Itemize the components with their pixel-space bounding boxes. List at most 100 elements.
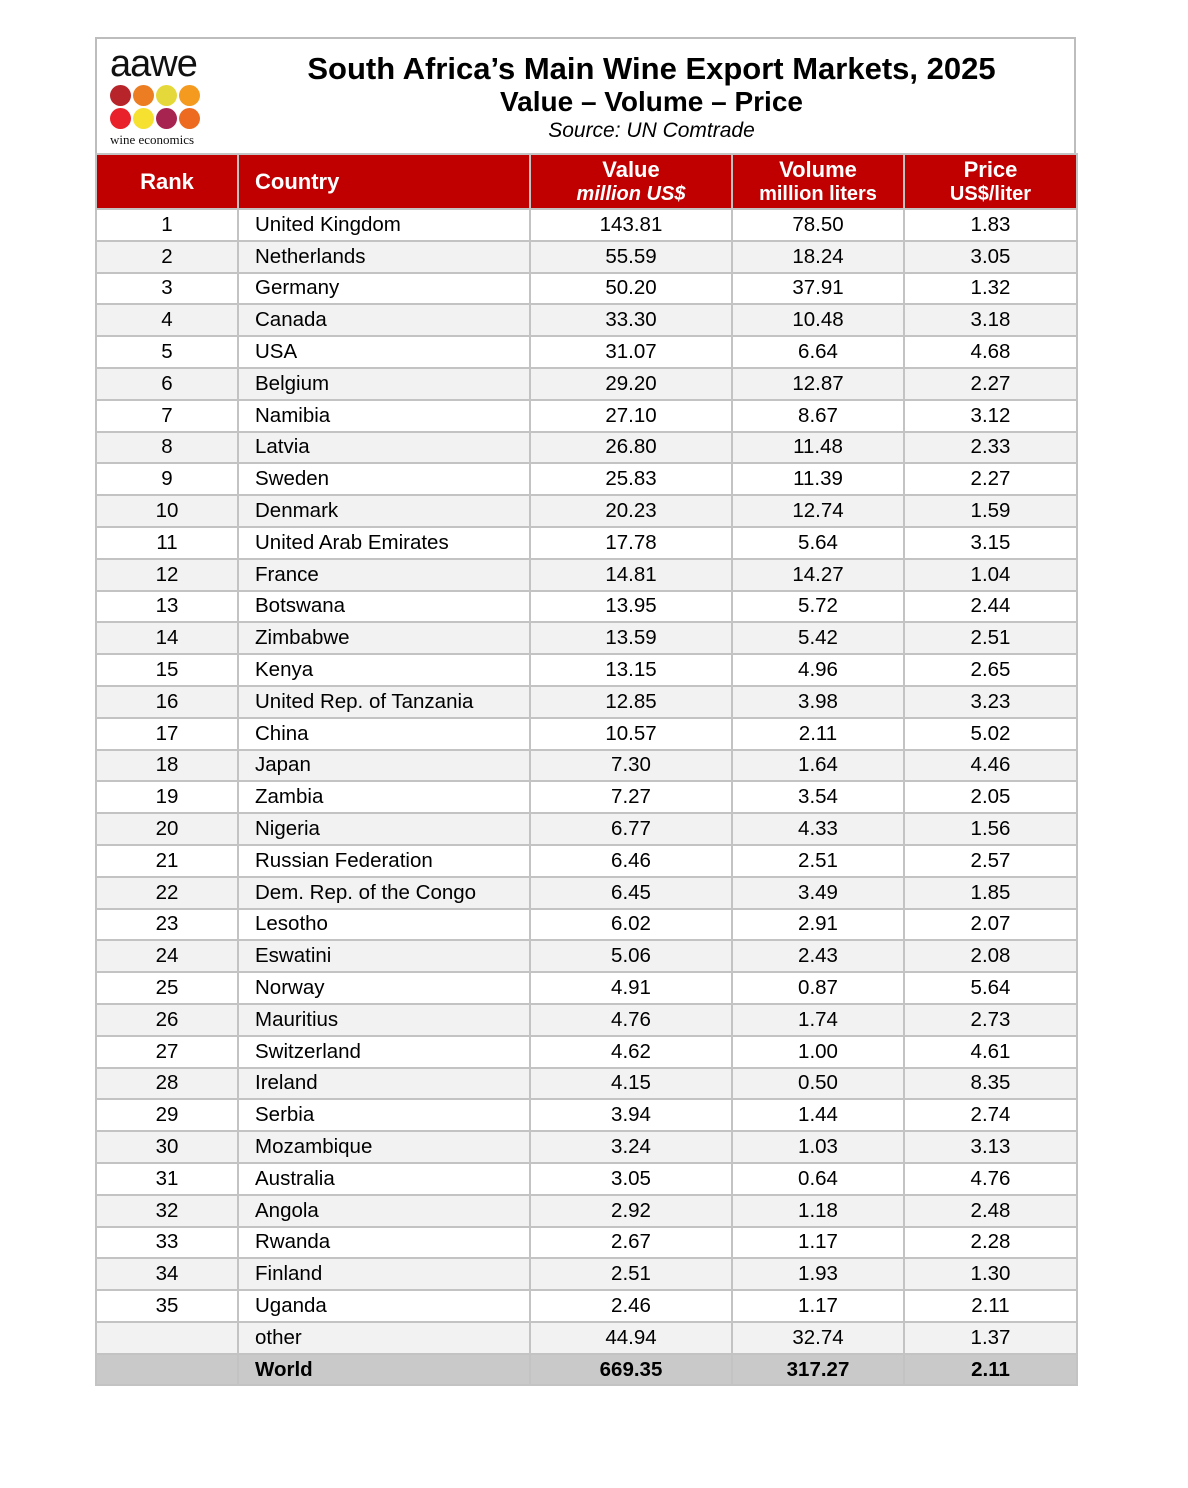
column-header-value: Value million US$ [529,153,733,210]
table-row: 27 Switzerland 4.62 1.00 4.61 [95,1034,1078,1069]
page-title: South Africa’s Main Wine Export Markets,… [307,50,996,86]
cell-rank: 10 [95,494,239,528]
cell-country: Serbia [237,1098,531,1133]
cell-rank [95,1352,239,1387]
cell-price: 2.27 [903,462,1078,497]
column-label: Country [255,168,340,194]
cell-country: Mozambique [237,1130,531,1164]
table-row: 26 Mauritius 4.76 1.74 2.73 [95,1002,1078,1037]
cell-price: 2.51 [903,621,1078,656]
cell-rank: 16 [95,684,239,719]
cell-country: United Arab Emirates [237,525,531,560]
cell-price: 3.05 [903,239,1078,274]
logo-dot [110,85,131,107]
table-row: 24 Eswatini 5.06 2.43 2.08 [95,939,1078,974]
cell-rank: 15 [95,653,239,687]
table-row: 8 Latvia 26.80 11.48 2.33 [95,430,1078,465]
cell-value: 143.81 [529,208,733,242]
cell-price: 2.11 [903,1289,1078,1323]
table-header-row: Rank Country Value million US$ Volume mi… [95,153,1078,210]
page-subtitle: Value – Volume – Price [500,86,803,118]
table-row: 13 Botswana 13.95 5.72 2.44 [95,589,1078,624]
cell-country: Norway [237,971,531,1005]
cell-value: 26.80 [529,430,733,465]
cell-volume: 32.74 [731,1320,905,1355]
cell-rank: 29 [95,1098,239,1133]
cell-country: Germany [237,271,531,306]
cell-rank: 30 [95,1130,239,1164]
cell-rank: 2 [95,239,239,274]
table-header: Rank Country Value million US$ Volume mi… [95,153,1078,210]
table-row: 11 United Arab Emirates 17.78 5.64 3.15 [95,525,1078,560]
cell-value: 2.51 [529,1257,733,1292]
cell-rank: 1 [95,208,239,242]
cell-volume: 6.64 [731,335,905,369]
cell-value: 3.94 [529,1098,733,1133]
cell-volume: 4.33 [731,812,905,846]
cell-price: 5.02 [903,716,1078,751]
cell-price: 3.12 [903,398,1078,433]
cell-country: Nigeria [237,812,531,846]
logo-dot [179,85,200,107]
cell-country: Botswana [237,589,531,624]
cell-rank: 31 [95,1161,239,1196]
cell-value: 17.78 [529,525,733,560]
cell-country: Russian Federation [237,843,531,878]
cell-value: 13.15 [529,653,733,687]
title-block: aawe wine economics South Africa’s Main … [95,37,1076,153]
cell-value: 27.10 [529,398,733,433]
cell-rank: 11 [95,525,239,560]
cell-rank: 26 [95,1002,239,1037]
cell-price: 1.04 [903,557,1078,592]
table-row: 2 Netherlands 55.59 18.24 3.05 [95,239,1078,274]
cell-country: Lesotho [237,907,531,942]
cell-volume: 11.39 [731,462,905,497]
cell-value: 7.27 [529,780,733,815]
table-row: 12 France 14.81 14.27 1.04 [95,557,1078,592]
cell-country: United Rep. of Tanzania [237,684,531,719]
cell-volume: 1.17 [731,1289,905,1323]
cell-price: 2.65 [903,653,1078,687]
table-row: 7 Namibia 27.10 8.67 3.12 [95,398,1078,433]
cell-rank: 7 [95,398,239,433]
cell-price: 1.85 [903,875,1078,910]
cell-rank: 19 [95,780,239,815]
column-header-country: Country [237,153,531,210]
cell-volume: 5.72 [731,589,905,624]
table-row: 5 USA 31.07 6.64 4.68 [95,335,1078,369]
cell-value: 4.15 [529,1066,733,1101]
cell-rank: 3 [95,271,239,306]
cell-volume: 8.67 [731,398,905,433]
cell-country: Ireland [237,1066,531,1101]
cell-country: China [237,716,531,751]
cell-value: 10.57 [529,716,733,751]
cell-value: 31.07 [529,335,733,369]
cell-rank: 4 [95,303,239,338]
cell-price: 2.05 [903,780,1078,815]
table-row: 18 Japan 7.30 1.64 4.46 [95,748,1078,783]
cell-country: Uganda [237,1289,531,1323]
cell-rank: 27 [95,1034,239,1069]
table-row: 33 Rwanda 2.67 1.17 2.28 [95,1225,1078,1260]
cell-volume: 317.27 [731,1352,905,1387]
cell-value: 4.62 [529,1034,733,1069]
cell-value: 33.30 [529,303,733,338]
cell-volume: 1.93 [731,1257,905,1292]
column-label: Value [602,157,660,183]
cell-volume: 3.54 [731,780,905,815]
export-markets-table: Rank Country Value million US$ Volume mi… [95,153,1078,1387]
table-row: 3 Germany 50.20 37.91 1.32 [95,271,1078,306]
table-row: 35 Uganda 2.46 1.17 2.11 [95,1289,1078,1323]
cell-price: 2.73 [903,1002,1078,1037]
cell-price: 1.30 [903,1257,1078,1292]
cell-price: 4.76 [903,1161,1078,1196]
cell-rank: 5 [95,335,239,369]
cell-country: Finland [237,1257,531,1292]
cell-value: 20.23 [529,494,733,528]
cell-country: Angola [237,1193,531,1228]
cell-price: 2.57 [903,843,1078,878]
cell-volume: 0.64 [731,1161,905,1196]
cell-price: 1.56 [903,812,1078,846]
cell-value: 2.67 [529,1225,733,1260]
table-row: other 44.94 32.74 1.37 [95,1320,1078,1355]
